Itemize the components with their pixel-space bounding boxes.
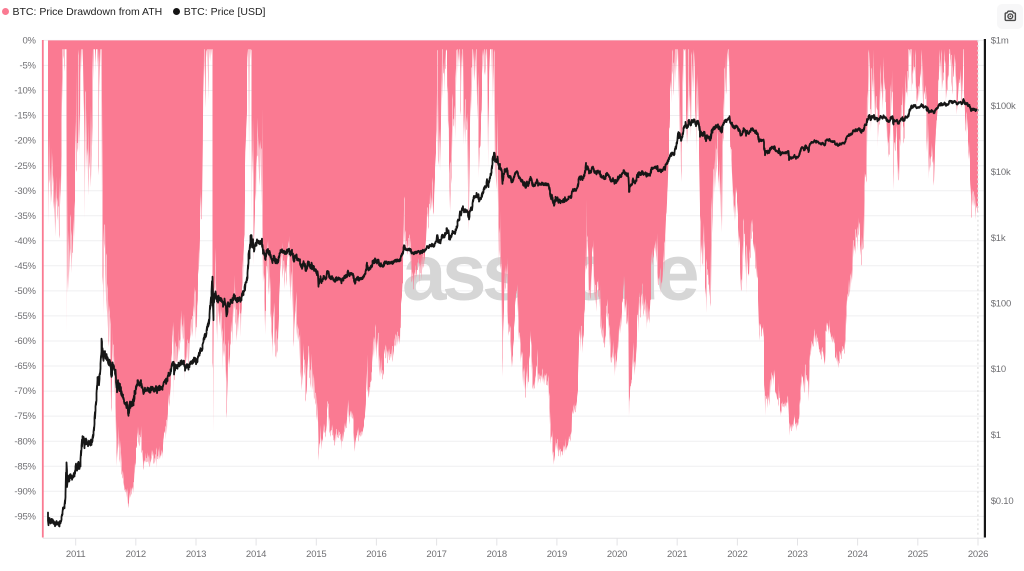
svg-text:-25%: -25% [14,161,36,172]
svg-text:2017: 2017 [426,549,446,560]
svg-text:2022: 2022 [727,549,747,560]
svg-text:-75%: -75% [14,411,36,422]
svg-text:2026: 2026 [968,549,988,560]
svg-text:2024: 2024 [847,549,867,560]
svg-text:-50%: -50% [14,286,36,297]
svg-text:$10: $10 [991,364,1006,375]
svg-text:2025: 2025 [908,549,928,560]
svg-text:$100: $100 [991,299,1011,310]
svg-text:2012: 2012 [126,549,146,560]
svg-text:2019: 2019 [547,549,567,560]
svg-text:2021: 2021 [667,549,687,560]
svg-text:$1: $1 [991,430,1001,441]
svg-text:$100k: $100k [991,101,1016,112]
svg-text:-30%: -30% [14,186,36,197]
svg-text:2011: 2011 [66,549,86,560]
svg-text:2018: 2018 [487,549,507,560]
svg-text:-5%: -5% [20,61,37,72]
svg-text:$1k: $1k [991,233,1006,244]
svg-text:-80%: -80% [14,436,36,447]
svg-text:2015: 2015 [306,549,326,560]
svg-text:0%: 0% [22,36,36,47]
svg-text:-45%: -45% [14,261,36,272]
svg-text:-20%: -20% [14,136,36,147]
svg-text:2016: 2016 [366,549,386,560]
svg-text:-15%: -15% [14,111,36,122]
svg-text:2023: 2023 [787,549,807,560]
svg-text:$1m: $1m [991,36,1009,47]
svg-text:-65%: -65% [14,361,36,372]
svg-text:-95%: -95% [14,512,36,523]
svg-text:-40%: -40% [14,236,36,247]
svg-text:$0.10: $0.10 [991,496,1014,507]
svg-text:-60%: -60% [14,336,36,347]
svg-text:2013: 2013 [186,549,206,560]
svg-text:2020: 2020 [607,549,627,560]
svg-text:2014: 2014 [246,549,266,560]
svg-text:-90%: -90% [14,486,36,497]
svg-text:-35%: -35% [14,211,36,222]
svg-text:-70%: -70% [14,386,36,397]
svg-text:-10%: -10% [14,86,36,97]
svg-text:-55%: -55% [14,311,36,322]
svg-text:-85%: -85% [14,461,36,472]
svg-text:$10k: $10k [991,167,1011,178]
